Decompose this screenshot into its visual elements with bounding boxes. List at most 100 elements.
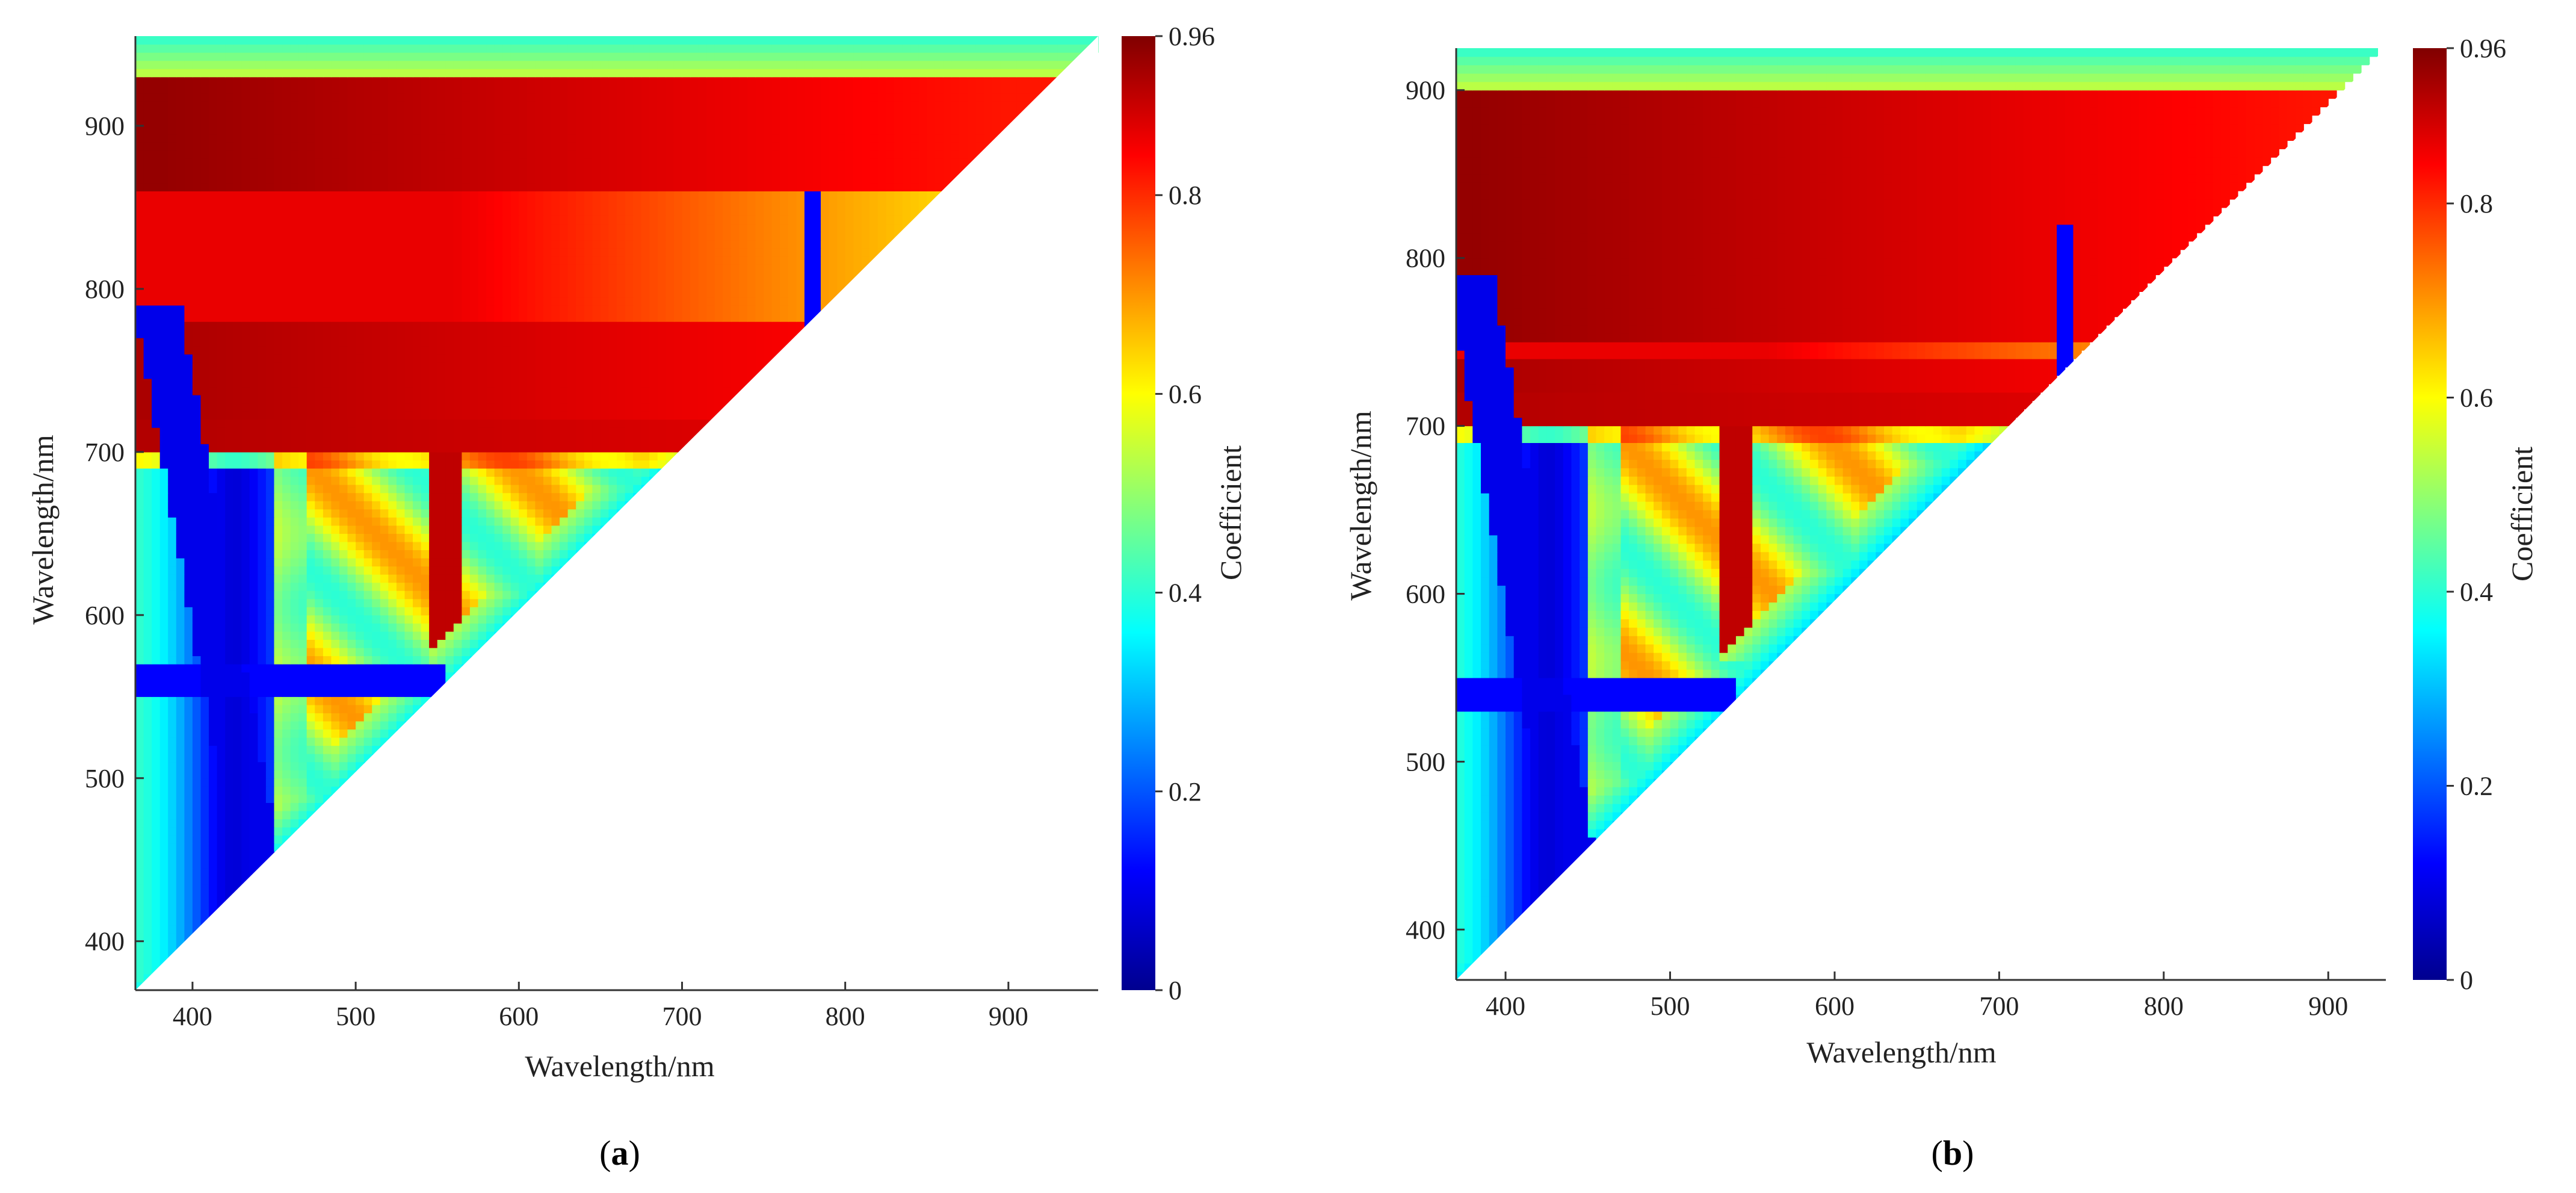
heatmap-cell <box>143 761 152 770</box>
heatmap-cell <box>363 720 372 730</box>
heatmap-cell <box>502 395 511 404</box>
heatmap-cell <box>462 639 471 648</box>
heatmap-cell <box>502 280 511 290</box>
heatmap-cell <box>265 533 275 542</box>
heatmap-cell <box>274 517 283 526</box>
heatmap-cell <box>306 754 315 763</box>
heatmap-cell <box>298 509 307 518</box>
heatmap-cell <box>372 525 381 534</box>
heatmap-cell <box>209 786 218 795</box>
heatmap-cell <box>152 362 161 371</box>
heatmap-cell <box>200 672 209 681</box>
heatmap-cell <box>535 362 544 371</box>
heatmap-cell <box>241 485 250 494</box>
heatmap-cell <box>282 370 291 379</box>
heatmap-cell <box>217 321 226 330</box>
heatmap-cell <box>829 207 838 216</box>
heatmap-cell <box>315 745 324 754</box>
heatmap-cell <box>331 598 340 607</box>
heatmap-cell <box>282 395 291 404</box>
heatmap-cell <box>176 843 185 852</box>
heatmap-cell <box>200 786 209 795</box>
heatmap-cell <box>184 713 193 722</box>
heatmap-cell <box>567 321 576 330</box>
heatmap-cell <box>608 468 617 477</box>
heatmap-cell <box>168 892 177 901</box>
heatmap-cell <box>413 533 422 542</box>
heatmap-cell <box>282 264 291 273</box>
heatmap-cell <box>388 468 397 477</box>
heatmap-cell <box>135 957 144 966</box>
heatmap-cell <box>690 264 699 273</box>
heatmap-cell <box>437 655 446 665</box>
heatmap-cell <box>265 264 275 273</box>
heatmap-cell <box>429 264 438 273</box>
heatmap-cell <box>641 451 650 460</box>
heatmap-cell <box>453 199 462 208</box>
heatmap-cell <box>168 680 177 689</box>
heatmap-cell <box>265 411 275 420</box>
heatmap-cell <box>673 223 683 232</box>
heatmap-cell <box>176 321 185 330</box>
heatmap-cell <box>265 672 275 681</box>
heatmap-cell <box>306 313 315 322</box>
heatmap-cell <box>331 191 340 200</box>
heatmap-cell <box>592 460 601 469</box>
heatmap-cell <box>404 541 413 550</box>
heatmap-cell <box>184 199 193 208</box>
heatmap-cell <box>625 476 634 485</box>
heatmap-cell <box>241 419 250 428</box>
heatmap-cell <box>469 305 479 314</box>
heatmap-cell <box>453 501 462 510</box>
heatmap-cell <box>469 590 479 600</box>
heatmap-cell <box>706 207 715 216</box>
heatmap-cell <box>404 215 413 225</box>
heatmap-cell <box>323 485 332 494</box>
heatmap-cell <box>388 386 397 395</box>
heatmap-cell <box>265 729 275 738</box>
heatmap-cell <box>706 403 715 412</box>
heatmap-cell <box>625 403 634 412</box>
heatmap-cell <box>519 289 528 298</box>
heatmap-cell <box>200 289 209 298</box>
heatmap-cell <box>429 329 438 338</box>
heatmap-cell <box>510 533 519 542</box>
heatmap-cell <box>241 672 250 681</box>
heatmap-cell <box>380 427 389 436</box>
heatmap-cell <box>372 615 381 624</box>
heatmap-cell <box>633 427 642 436</box>
heatmap-cell <box>551 468 560 477</box>
heatmap-cell <box>143 297 152 306</box>
heatmap-cell <box>135 280 144 290</box>
heatmap-cell <box>168 223 177 232</box>
heatmap-cell <box>282 256 291 265</box>
heatmap-cell <box>217 346 226 355</box>
heatmap-cell <box>315 688 324 697</box>
heatmap-cell <box>315 737 324 746</box>
heatmap-cell <box>315 444 324 453</box>
heatmap-cell <box>437 501 446 510</box>
heatmap-cell <box>673 370 683 379</box>
heatmap-cell <box>298 272 307 281</box>
heatmap-cell <box>200 778 209 787</box>
heatmap-cell <box>143 892 152 901</box>
heatmap-cell <box>233 590 242 600</box>
heatmap-cell <box>217 386 226 395</box>
heatmap-cell <box>771 240 780 249</box>
heatmap-cell <box>217 655 226 665</box>
heatmap-cell <box>747 346 756 355</box>
heatmap-cell <box>404 664 413 673</box>
heatmap-cell <box>192 248 202 257</box>
heatmap-cell <box>478 451 487 460</box>
heatmap-cell <box>323 411 332 420</box>
heatmap-cell <box>241 272 250 281</box>
heatmap-cell <box>861 199 870 208</box>
heatmap-cell <box>282 272 291 281</box>
heatmap-cell <box>176 566 185 575</box>
heatmap-cell <box>372 354 381 363</box>
heatmap-cell <box>527 501 536 510</box>
heatmap-cell <box>347 648 356 657</box>
heatmap-cell <box>567 411 576 420</box>
heatmap-cell <box>649 419 658 428</box>
heatmap-cell <box>633 411 642 420</box>
